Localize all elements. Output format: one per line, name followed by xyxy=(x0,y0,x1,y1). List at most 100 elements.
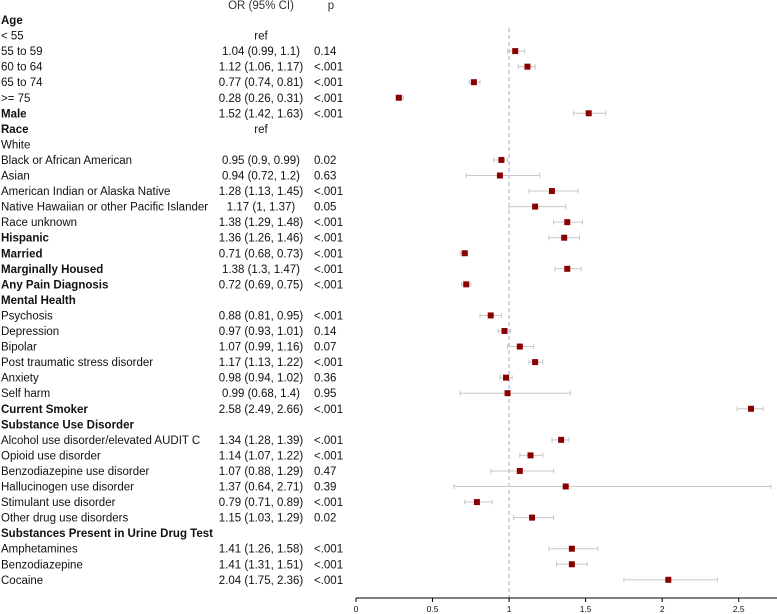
forest-row: 65 to 74 0.77 (0.74, 0.81) <.001 xyxy=(1,77,343,89)
estimate-marks xyxy=(395,48,772,583)
forest-row: American Indian or Alaska Native 1.28 (1.… xyxy=(1,186,343,198)
estimate-mark xyxy=(519,452,544,459)
row-label: White xyxy=(1,139,30,151)
p-value-text: 0.39 xyxy=(314,482,336,494)
row-label: 55 to 59 xyxy=(1,46,43,58)
estimate-mark xyxy=(395,94,404,101)
row-label: Substance Use Disorder xyxy=(1,419,134,431)
forest-row: Benzodiazepine use disorder 1.07 (0.88, 1… xyxy=(1,466,336,478)
odds-ratio-text: 1.15 (1.03, 1.29) xyxy=(219,513,304,525)
odds-ratio-text: 0.28 (0.26, 0.31) xyxy=(219,93,304,105)
forest-row: Any Pain Diagnosis 0.72 (0.69, 0.75) <.001 xyxy=(1,279,343,291)
estimate-mark xyxy=(468,79,481,86)
forest-row: 60 to 64 1.12 (1.06, 1.17) <.001 xyxy=(1,62,343,74)
forest-row: Post traumatic stress disorder 1.17 (1.13… xyxy=(1,357,343,369)
x-tick-label: 2 xyxy=(660,604,665,614)
row-label: < 55 xyxy=(1,31,24,43)
odds-ratio-text: 0.94 (0.72, 1.2) xyxy=(222,171,300,183)
odds-ratio-text: 0.72 (0.69, 0.75) xyxy=(219,279,304,291)
x-tick-label: 2.5 xyxy=(733,604,745,614)
row-label: Hispanic xyxy=(1,233,50,245)
estimate-mark xyxy=(499,374,513,381)
p-value-text: <.001 xyxy=(314,544,343,556)
row-label: Self harm xyxy=(1,388,50,400)
estimate-mark xyxy=(623,576,718,583)
point-estimate xyxy=(516,467,523,474)
x-tick-label: 0 xyxy=(354,604,359,614)
odds-ratio-text: 1.41 (1.26, 1.58) xyxy=(219,544,304,556)
odds-ratio-text: 1.38 (1.3, 1.47) xyxy=(222,264,300,276)
row-label: Substances Present in Urine Drug Test xyxy=(1,528,213,540)
point-estimate xyxy=(501,328,508,334)
p-value-text: <.001 xyxy=(314,217,343,229)
point-estimate xyxy=(568,545,575,552)
odds-ratio-text: 2.58 (2.49, 2.66) xyxy=(219,404,304,416)
point-estimate xyxy=(463,281,470,288)
estimate-mark xyxy=(461,281,472,288)
row-label: Depression xyxy=(1,326,59,338)
point-estimate xyxy=(512,48,519,55)
estimate-mark xyxy=(459,390,571,397)
row-label: 60 to 64 xyxy=(1,62,43,74)
forest-row: 55 to 59 1.04 (0.99, 1.1) 0.14 xyxy=(1,46,337,58)
estimate-mark xyxy=(517,63,536,70)
p-value-text: 0.14 xyxy=(314,46,337,58)
point-estimate xyxy=(564,219,571,226)
odds-ratio-text: 2.04 (1.75, 2.36) xyxy=(219,575,304,587)
row-label: Age xyxy=(1,15,23,27)
row-label: Bipolar xyxy=(1,342,37,354)
p-value-text: <.001 xyxy=(314,186,343,198)
odds-ratio-text: 1.07 (0.99, 1.16) xyxy=(219,342,304,354)
estimate-mark xyxy=(572,110,607,117)
point-estimate xyxy=(532,359,539,366)
p-value-text: <.001 xyxy=(314,575,343,587)
row-label: Race xyxy=(1,124,29,136)
odds-ratio-text: 0.71 (0.68, 0.73) xyxy=(219,248,304,260)
odds-ratio-text: 0.77 (0.74, 0.81) xyxy=(219,77,304,89)
x-tick-label: 1.5 xyxy=(580,604,592,614)
point-estimate xyxy=(461,250,468,257)
odds-ratio-text: 0.99 (0.68, 1.4) xyxy=(222,388,300,400)
p-value-text: <.001 xyxy=(314,450,343,462)
odds-ratio-text: 1.52 (1.42, 1.63) xyxy=(219,108,304,120)
odds-ratio-text: 1.17 (1.13, 1.22) xyxy=(219,357,304,369)
forest-row: Race unknown 1.38 (1.29, 1.48) <.001 xyxy=(1,217,343,229)
forest-row: Cocaine 2.04 (1.75, 2.36) <.001 xyxy=(1,575,343,587)
point-estimate xyxy=(562,483,569,490)
odds-ratio-text: 0.97 (0.93, 1.01) xyxy=(219,326,304,338)
forest-row: Hallucinogen use disorder 1.37 (0.64, 2.7… xyxy=(1,482,336,494)
point-estimate xyxy=(561,234,568,241)
odds-ratio-text: 1.34 (1.28, 1.39) xyxy=(219,435,304,447)
estimate-mark xyxy=(552,219,584,226)
p-column-header: p xyxy=(328,0,334,12)
row-label: 65 to 74 xyxy=(1,77,43,89)
forest-row: Self harm 0.99 (0.68, 1.4) 0.95 xyxy=(1,388,336,400)
odds-ratio-text: 1.36 (1.26, 1.46) xyxy=(219,233,304,245)
row-label: Asian xyxy=(1,171,30,183)
p-value-text: <.001 xyxy=(314,108,343,120)
p-value-text: <.001 xyxy=(314,77,343,89)
forest-row: Substances Present in Urine Drug Test xyxy=(1,528,213,540)
forest-row: Current Smoker 2.58 (2.49, 2.66) <.001 xyxy=(1,404,343,416)
row-label: Any Pain Diagnosis xyxy=(1,279,108,291)
p-value-text: <.001 xyxy=(314,310,343,322)
estimate-mark xyxy=(513,514,554,521)
point-estimate xyxy=(470,79,477,86)
p-value-text: <.001 xyxy=(314,233,343,245)
p-value-text: <.001 xyxy=(314,279,343,291)
p-value-text: 0.95 xyxy=(314,388,336,400)
odds-ratio-text: 1.28 (1.13, 1.45) xyxy=(219,186,304,198)
point-estimate xyxy=(504,390,511,397)
odds-ratio-text: ref xyxy=(254,31,268,43)
estimate-mark xyxy=(528,188,579,195)
p-value-text: <.001 xyxy=(314,248,343,260)
row-label: Opioid use disorder xyxy=(1,450,101,462)
odds-ratio-text: ref xyxy=(254,124,268,136)
p-value-text: 0.63 xyxy=(314,171,336,183)
odds-ratio-text: 1.04 (0.99, 1.1) xyxy=(222,46,300,58)
estimate-mark xyxy=(508,203,567,210)
odds-ratio-text: 1.14 (1.07, 1.22) xyxy=(219,450,304,462)
forest-row: Hispanic 1.36 (1.26, 1.46) <.001 xyxy=(1,233,343,245)
estimate-mark xyxy=(459,250,469,257)
